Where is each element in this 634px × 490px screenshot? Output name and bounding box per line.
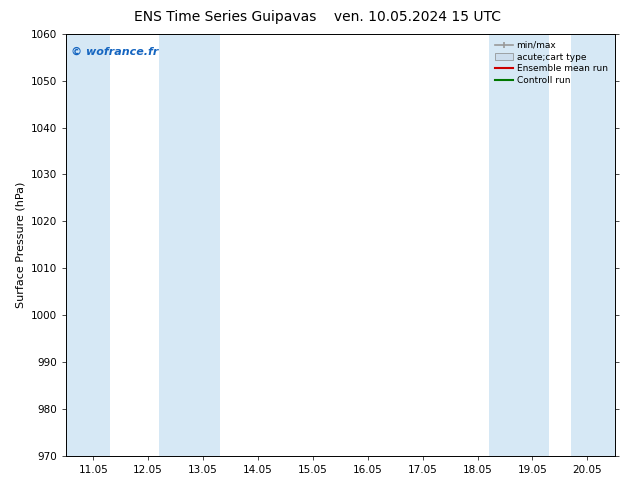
Text: © wofrance.fr: © wofrance.fr bbox=[71, 47, 158, 56]
Bar bbox=[571, 34, 615, 456]
Bar bbox=[159, 34, 219, 456]
Y-axis label: Surface Pressure (hPa): Surface Pressure (hPa) bbox=[15, 182, 25, 308]
Bar bbox=[489, 34, 549, 456]
Bar bbox=[66, 34, 110, 456]
Text: ENS Time Series Guipavas    ven. 10.05.2024 15 UTC: ENS Time Series Guipavas ven. 10.05.2024… bbox=[134, 10, 500, 24]
Legend: min/max, acute;cart type, Ensemble mean run, Controll run: min/max, acute;cart type, Ensemble mean … bbox=[492, 38, 611, 88]
